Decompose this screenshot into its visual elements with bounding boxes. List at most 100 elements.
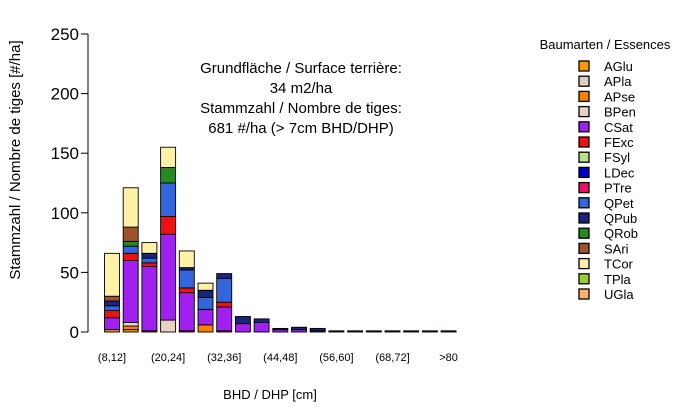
bar-segment-qpub [253, 318, 270, 323]
legend-label-apse: APse [604, 89, 635, 104]
x-tick-label: (44,48] [263, 352, 297, 364]
bar-segment-bpen [122, 322, 139, 327]
legend-swatch-aglu [578, 60, 590, 72]
bar-segment-csat [197, 308, 214, 326]
bar-segment-qpub [347, 330, 364, 333]
bar-segment-qpub [384, 330, 401, 333]
legend: AGluAPlaAPseBPenCSatFExcFSylLDecPTreQPet… [578, 59, 638, 302]
legend-swatch-csat [578, 121, 590, 133]
legend-label-qpub: QPub [604, 211, 637, 226]
legend-label-qrob: QRob [604, 226, 638, 241]
legend-label-qpet: QPet [604, 196, 634, 211]
legend-swatch-fsyl [578, 151, 590, 163]
legend-swatch-fexc [578, 136, 590, 148]
x-tick-label: (56,60] [319, 352, 353, 364]
x-tick-label: (32,36] [207, 352, 241, 364]
x-tick-label: (68,72] [375, 352, 409, 364]
bars-layer [104, 146, 457, 333]
bar-segment-tcor [122, 187, 139, 228]
bar-segment-qpub [403, 330, 420, 333]
x-tick-label: (20,24] [151, 352, 185, 364]
bar-segment-qpet [197, 296, 214, 310]
bar-segment-tcor [197, 282, 214, 291]
y-tick-label: 250 [51, 25, 79, 44]
bar-segment-qpet [122, 245, 139, 254]
bar-segment-csat [216, 306, 233, 332]
y-tick-label: 50 [60, 263, 79, 282]
bar-segment-csat [122, 260, 139, 323]
annotation-line-2: 34 m2/ha [270, 80, 333, 97]
y-axis: 0 50 100 150 200 250 [51, 25, 89, 342]
legend-swatch-ldec [578, 166, 590, 179]
legend-title: Baumarten / Essences [540, 37, 671, 52]
legend-label-csat: CSat [604, 120, 633, 135]
bar-segment-fexc [178, 287, 195, 294]
bar-segment-tcor [178, 250, 195, 269]
legend-label-fsyl: FSyl [604, 150, 630, 165]
bar-segment-tcor [104, 252, 120, 297]
legend-label-ldec: LDec [604, 165, 635, 180]
y-tick-label: 200 [51, 85, 79, 104]
legend-label-bpen: BPen [604, 105, 636, 120]
bar-segment-fexc [104, 310, 120, 319]
bar-segment-csat [234, 323, 251, 333]
bar-segment-tcor [141, 242, 158, 254]
legend-swatch-sari [578, 242, 590, 255]
annotation-line-1: Grundfläche / Surface terrière: [200, 60, 402, 77]
annotation-line-4: 681 #/ha (> 7cm BHD/DHP) [208, 120, 394, 137]
bar-segment-csat [141, 265, 158, 332]
bar-segment-fexc [122, 252, 139, 261]
annotation-line-3: Stammzahl / Nombre de tiges: [200, 100, 402, 117]
bar-segment-qpub [365, 330, 382, 333]
y-tick-label: 150 [51, 144, 79, 163]
x-axis-tick-labels: (8,12] (20,24] (32,36] (44,48] (56,60] (68,72… [98, 352, 458, 364]
bar-segment-qrob [160, 167, 177, 184]
bar-segment-qpet [104, 305, 120, 311]
bar-segment-tcor [160, 146, 177, 168]
legend-swatch-qrob [578, 227, 590, 239]
bar-segment-qpub [440, 330, 457, 333]
bar-segment-sari [104, 295, 120, 302]
y-tick-label: 100 [51, 204, 79, 223]
legend-swatch-ptre [578, 181, 590, 194]
bar-segment-apse [122, 325, 139, 331]
legend-label-sari: SAri [604, 241, 629, 256]
bar-segment-qpub [421, 330, 438, 333]
bar-segment-qpub [104, 300, 120, 307]
legend-swatch-qpub [578, 212, 590, 224]
bar-segment-qpub [328, 330, 345, 333]
legend-swatch-tpla [578, 273, 590, 285]
bar-segment-csat [178, 292, 195, 332]
bar-segment-qpet [178, 269, 195, 289]
x-axis-title: BHD / DHP [cm] [223, 387, 317, 402]
bar-segment-qpub [234, 316, 251, 325]
bar-segment-fexc [160, 215, 177, 235]
bar-segment-bpen [160, 319, 177, 333]
legend-label-fexc: FExc [604, 135, 634, 150]
bar-segment-csat [160, 233, 177, 321]
bar-segment-qpet [216, 277, 233, 303]
x-tick-label: (8,12] [98, 352, 126, 364]
bar-segment-csat [253, 322, 270, 333]
legend-swatch-qpet [578, 197, 590, 209]
legend-label-ptre: PTre [604, 181, 632, 196]
bar-segment-qpub [141, 252, 158, 259]
legend-swatch-ugla [578, 288, 590, 300]
legend-label-aglu: AGlu [604, 59, 633, 74]
y-axis-title: Stammzahl / Nombre de tiges [#/ha] [7, 40, 24, 279]
annotation: Grundfläche / Surface terrière: 34 m2/ha… [200, 60, 402, 137]
bar-segment-qpub [197, 289, 214, 298]
x-tick-label: >80 [439, 352, 458, 364]
legend-swatch-bpen [578, 105, 590, 118]
bar-segment-qpet [141, 257, 158, 264]
legend-swatch-apse [578, 90, 590, 103]
bar-segment-qrob [122, 240, 139, 247]
bar-segment-qpub [309, 327, 326, 332]
bar-segment-qpub [216, 273, 233, 279]
bar-segment-qpet [160, 182, 177, 217]
legend-label-tcor: TCor [604, 257, 634, 272]
legend-label-ugla: UGla [604, 287, 634, 302]
legend-swatch-tcor [578, 257, 590, 270]
